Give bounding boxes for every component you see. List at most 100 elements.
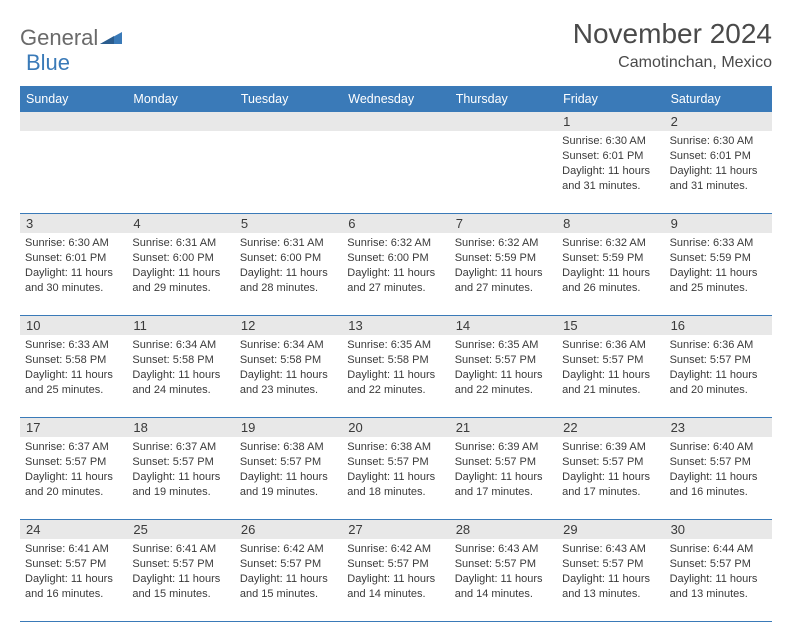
day-line: Sunrise: 6:36 AM (562, 338, 659, 353)
day-line: Sunrise: 6:44 AM (670, 542, 767, 557)
day-line: Sunset: 5:59 PM (455, 251, 552, 266)
daynum-band: 12 (20, 112, 772, 131)
day-body: Sunrise: 6:31 AMSunset: 6:00 PMDaylight:… (240, 236, 337, 295)
day-line: Sunset: 5:58 PM (25, 353, 122, 368)
day-number: 2 (665, 112, 772, 131)
day-line: and 31 minutes. (562, 179, 659, 194)
day-line: Daylight: 11 hours (670, 164, 767, 179)
day-line: Daylight: 11 hours (347, 572, 444, 587)
day-line: and 19 minutes. (132, 485, 229, 500)
day-body: Sunrise: 6:35 AMSunset: 5:58 PMDaylight:… (347, 338, 444, 397)
day-cell: Sunrise: 6:42 AMSunset: 5:57 PMDaylight:… (342, 539, 449, 621)
day-body: Sunrise: 6:35 AMSunset: 5:57 PMDaylight:… (455, 338, 552, 397)
day-number (127, 112, 234, 131)
day-line: and 31 minutes. (670, 179, 767, 194)
day-cell (450, 131, 557, 213)
weekday-label: Saturday (665, 87, 772, 111)
day-number (342, 112, 449, 131)
day-cell: Sunrise: 6:42 AMSunset: 5:57 PMDaylight:… (235, 539, 342, 621)
week-block: 24252627282930Sunrise: 6:41 AMSunset: 5:… (20, 519, 772, 622)
location-text: Camotinchan, Mexico (573, 54, 772, 72)
day-cell: Sunrise: 6:44 AMSunset: 5:57 PMDaylight:… (665, 539, 772, 621)
calendar-page: General November 2024 Camotinchan, Mexic… (0, 0, 792, 642)
day-cell: Sunrise: 6:37 AMSunset: 5:57 PMDaylight:… (127, 437, 234, 519)
day-number: 15 (557, 316, 664, 335)
day-line: and 27 minutes. (455, 281, 552, 296)
day-cell: Sunrise: 6:34 AMSunset: 5:58 PMDaylight:… (235, 335, 342, 417)
day-line: Sunrise: 6:30 AM (25, 236, 122, 251)
day-number: 1 (557, 112, 664, 131)
day-cell: Sunrise: 6:36 AMSunset: 5:57 PMDaylight:… (665, 335, 772, 417)
day-body: Sunrise: 6:30 AMSunset: 6:01 PMDaylight:… (670, 134, 767, 193)
week-block: 3456789Sunrise: 6:30 AMSunset: 6:01 PMDa… (20, 213, 772, 315)
day-line: and 17 minutes. (562, 485, 659, 500)
day-line: and 19 minutes. (240, 485, 337, 500)
day-line: and 21 minutes. (562, 383, 659, 398)
weekday-row: SundayMondayTuesdayWednesdayThursdayFrid… (20, 87, 772, 111)
week-row: Sunrise: 6:41 AMSunset: 5:57 PMDaylight:… (20, 539, 772, 621)
day-line: Sunrise: 6:43 AM (455, 542, 552, 557)
day-cell: Sunrise: 6:31 AMSunset: 6:00 PMDaylight:… (127, 233, 234, 315)
day-cell (127, 131, 234, 213)
calendar: SundayMondayTuesdayWednesdayThursdayFrid… (20, 86, 772, 622)
day-cell: Sunrise: 6:37 AMSunset: 5:57 PMDaylight:… (20, 437, 127, 519)
day-line: Sunset: 5:58 PM (240, 353, 337, 368)
day-number: 8 (557, 214, 664, 233)
day-line: and 30 minutes. (25, 281, 122, 296)
weekday-label: Wednesday (342, 87, 449, 111)
day-body: Sunrise: 6:32 AMSunset: 5:59 PMDaylight:… (562, 236, 659, 295)
day-number: 25 (127, 520, 234, 539)
day-cell: Sunrise: 6:34 AMSunset: 5:58 PMDaylight:… (127, 335, 234, 417)
day-number: 24 (20, 520, 127, 539)
weekday-label: Monday (127, 87, 234, 111)
day-cell: Sunrise: 6:43 AMSunset: 5:57 PMDaylight:… (557, 539, 664, 621)
day-line: and 15 minutes. (240, 587, 337, 602)
week-row: Sunrise: 6:37 AMSunset: 5:57 PMDaylight:… (20, 437, 772, 519)
day-number: 30 (665, 520, 772, 539)
day-line: Daylight: 11 hours (240, 266, 337, 281)
day-body: Sunrise: 6:43 AMSunset: 5:57 PMDaylight:… (562, 542, 659, 601)
day-line: and 22 minutes. (455, 383, 552, 398)
day-line: and 24 minutes. (132, 383, 229, 398)
day-number (20, 112, 127, 131)
day-line: Sunset: 5:57 PM (562, 557, 659, 572)
day-cell: Sunrise: 6:30 AMSunset: 6:01 PMDaylight:… (665, 131, 772, 213)
weekday-label: Thursday (450, 87, 557, 111)
day-body: Sunrise: 6:32 AMSunset: 5:59 PMDaylight:… (455, 236, 552, 295)
day-body: Sunrise: 6:37 AMSunset: 5:57 PMDaylight:… (132, 440, 229, 499)
day-cell: Sunrise: 6:40 AMSunset: 5:57 PMDaylight:… (665, 437, 772, 519)
day-line: Sunset: 5:57 PM (670, 557, 767, 572)
weekday-label: Tuesday (235, 87, 342, 111)
day-line: Sunset: 5:57 PM (455, 353, 552, 368)
day-line: and 29 minutes. (132, 281, 229, 296)
day-line: Daylight: 11 hours (240, 572, 337, 587)
day-cell: Sunrise: 6:35 AMSunset: 5:58 PMDaylight:… (342, 335, 449, 417)
header: General November 2024 Camotinchan, Mexic… (20, 18, 772, 72)
day-line: Daylight: 11 hours (347, 266, 444, 281)
day-line: Sunrise: 6:31 AM (240, 236, 337, 251)
day-body: Sunrise: 6:43 AMSunset: 5:57 PMDaylight:… (455, 542, 552, 601)
day-line: Sunrise: 6:39 AM (455, 440, 552, 455)
day-cell: Sunrise: 6:32 AMSunset: 5:59 PMDaylight:… (450, 233, 557, 315)
day-line: Daylight: 11 hours (670, 368, 767, 383)
day-number: 28 (450, 520, 557, 539)
day-cell (20, 131, 127, 213)
day-line: Sunrise: 6:42 AM (347, 542, 444, 557)
day-number: 22 (557, 418, 664, 437)
day-line: Sunrise: 6:34 AM (240, 338, 337, 353)
day-line: Sunset: 6:01 PM (670, 149, 767, 164)
day-line: and 23 minutes. (240, 383, 337, 398)
day-line: Sunset: 5:59 PM (670, 251, 767, 266)
day-number: 6 (342, 214, 449, 233)
title-block: November 2024 Camotinchan, Mexico (573, 18, 772, 72)
day-line: Sunset: 5:59 PM (562, 251, 659, 266)
day-line: Sunset: 5:57 PM (240, 557, 337, 572)
day-body: Sunrise: 6:33 AMSunset: 5:59 PMDaylight:… (670, 236, 767, 295)
day-body: Sunrise: 6:39 AMSunset: 5:57 PMDaylight:… (455, 440, 552, 499)
day-body: Sunrise: 6:30 AMSunset: 6:01 PMDaylight:… (562, 134, 659, 193)
day-cell (235, 131, 342, 213)
day-body: Sunrise: 6:38 AMSunset: 5:57 PMDaylight:… (240, 440, 337, 499)
day-cell: Sunrise: 6:41 AMSunset: 5:57 PMDaylight:… (20, 539, 127, 621)
day-body: Sunrise: 6:40 AMSunset: 5:57 PMDaylight:… (670, 440, 767, 499)
day-number: 20 (342, 418, 449, 437)
